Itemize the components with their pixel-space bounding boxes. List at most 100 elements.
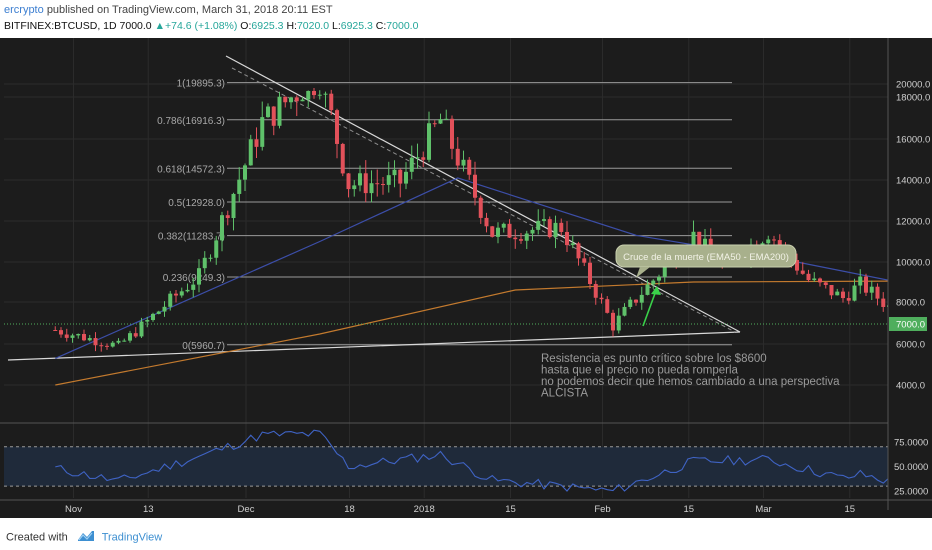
candle-body	[858, 276, 863, 286]
candle-body	[519, 239, 523, 241]
created-with-text: Created with	[6, 531, 68, 544]
candle-body	[381, 184, 385, 186]
rsi-tick-label: 25.0000	[894, 487, 928, 498]
rsi-line	[55, 429, 918, 492]
candle-body	[156, 311, 161, 314]
grid-lines	[4, 38, 888, 498]
candle-body	[703, 238, 707, 249]
tradingview-brand[interactable]: TradingView	[101, 531, 163, 544]
y-tick-label: 16000.0	[896, 135, 930, 146]
candle-body	[444, 118, 449, 120]
candle-body	[605, 299, 610, 313]
fib-level-label: 1(19895.3)	[177, 79, 225, 90]
rsi-band	[4, 446, 888, 487]
candle-body	[64, 334, 69, 338]
candle-body	[582, 258, 587, 263]
candle-body	[846, 298, 851, 301]
candle-body	[87, 338, 92, 341]
current-price-label: 7000.0	[896, 320, 925, 331]
candle-body	[461, 159, 466, 166]
candle-body	[496, 227, 500, 237]
candle-body	[806, 273, 811, 281]
created-with: Created with TradingView	[6, 530, 162, 545]
symbol-label[interactable]: BITFINEX:BTCUSD, 1D	[4, 20, 117, 32]
fib-level-label: 0.618(14572.3)	[157, 164, 225, 175]
candle-body	[777, 240, 782, 247]
chart-area[interactable]: 1(19895.3) 0.786(16916.3) 0.618(14572.3) 0.…	[0, 38, 932, 518]
tradingview-logo-icon	[77, 530, 95, 545]
candle-body	[266, 106, 270, 118]
fib-level-label: 0.382(11283.7)	[158, 232, 225, 243]
candle-body	[829, 284, 834, 296]
candle-body	[818, 278, 822, 283]
price-axis-background	[888, 38, 932, 518]
note-line: no podemos decir que hemos cambiado a un…	[541, 376, 840, 388]
time-axis[interactable]: Nov13Dec18201815Feb15Mar15Apr16May15Jun	[0, 499, 932, 515]
note-line: ALCISTA	[541, 388, 588, 400]
candle-body	[409, 157, 414, 172]
chart-background	[0, 38, 932, 518]
candle-body	[214, 240, 219, 258]
candle-body	[277, 96, 282, 126]
lower-trendline	[7, 331, 741, 361]
candle-body	[312, 90, 316, 96]
candle-body	[513, 237, 518, 240]
x-tick-label: Feb	[594, 504, 610, 515]
candle-body	[386, 175, 391, 185]
candle-body	[691, 231, 696, 251]
candle-body	[576, 243, 581, 259]
candle-body	[599, 297, 604, 300]
candle-body	[151, 313, 155, 321]
candle-body	[202, 257, 207, 269]
candle-body	[812, 278, 817, 281]
annotations: Cruce de la muerte (EMA50 - EMA200) Resis…	[4, 244, 888, 400]
candle-body	[197, 268, 201, 285]
candle-body	[657, 276, 661, 281]
current-price-tag	[889, 317, 927, 331]
y-tick-label: 14000.0	[896, 176, 930, 187]
fib-level-label: 0.786(16916.3)	[157, 116, 225, 127]
x-tick-label: 15	[683, 504, 694, 515]
candle-body	[823, 282, 828, 285]
candle-body	[174, 293, 178, 296]
candle-body	[289, 97, 293, 103]
candle-body	[358, 173, 362, 186]
candle-body	[553, 222, 558, 238]
candle-body	[208, 257, 213, 259]
candle-body	[530, 229, 535, 234]
candle-body	[231, 193, 236, 219]
candle-body	[237, 179, 242, 194]
candle-body	[105, 345, 109, 347]
close-value: 7000.0	[386, 20, 419, 32]
candle-body	[501, 223, 506, 228]
rsi-tick-label: 75.0000	[894, 437, 928, 448]
author-link[interactable]: ercrypto	[4, 4, 44, 16]
x-tick-label: 13	[143, 504, 154, 515]
candle-body	[869, 286, 874, 293]
candle-body	[478, 197, 483, 218]
candle-body	[191, 284, 196, 290]
candle-body	[340, 143, 345, 174]
candle-body	[588, 262, 592, 285]
candle-body	[639, 294, 644, 303]
ema-line-ema200	[55, 280, 918, 386]
candle-body	[645, 284, 650, 295]
x-tick-label: Mar	[755, 504, 771, 515]
dashed-trendline	[231, 67, 736, 333]
candle-body	[524, 233, 529, 241]
change-arrow-icon: ▲	[154, 20, 165, 32]
upper-trendline	[225, 55, 741, 333]
candle-body	[662, 266, 667, 277]
candle-body	[536, 220, 541, 230]
candle-body	[375, 183, 380, 185]
candle-body	[254, 139, 259, 147]
x-tick-label: Nov	[65, 504, 82, 515]
candle-body	[484, 217, 489, 227]
candle-body	[404, 171, 408, 184]
candle-body	[283, 96, 288, 103]
candle-body	[323, 93, 328, 95]
price-chart[interactable]: 1(19895.3) 0.786(16916.3) 0.618(14572.3) 0.…	[0, 38, 932, 518]
price-axis[interactable]: 20000.0 18000.0 16000.0 14000.0 12000.0 10000…	[887, 38, 932, 518]
candle-body	[225, 215, 230, 219]
candle-body	[260, 117, 265, 147]
